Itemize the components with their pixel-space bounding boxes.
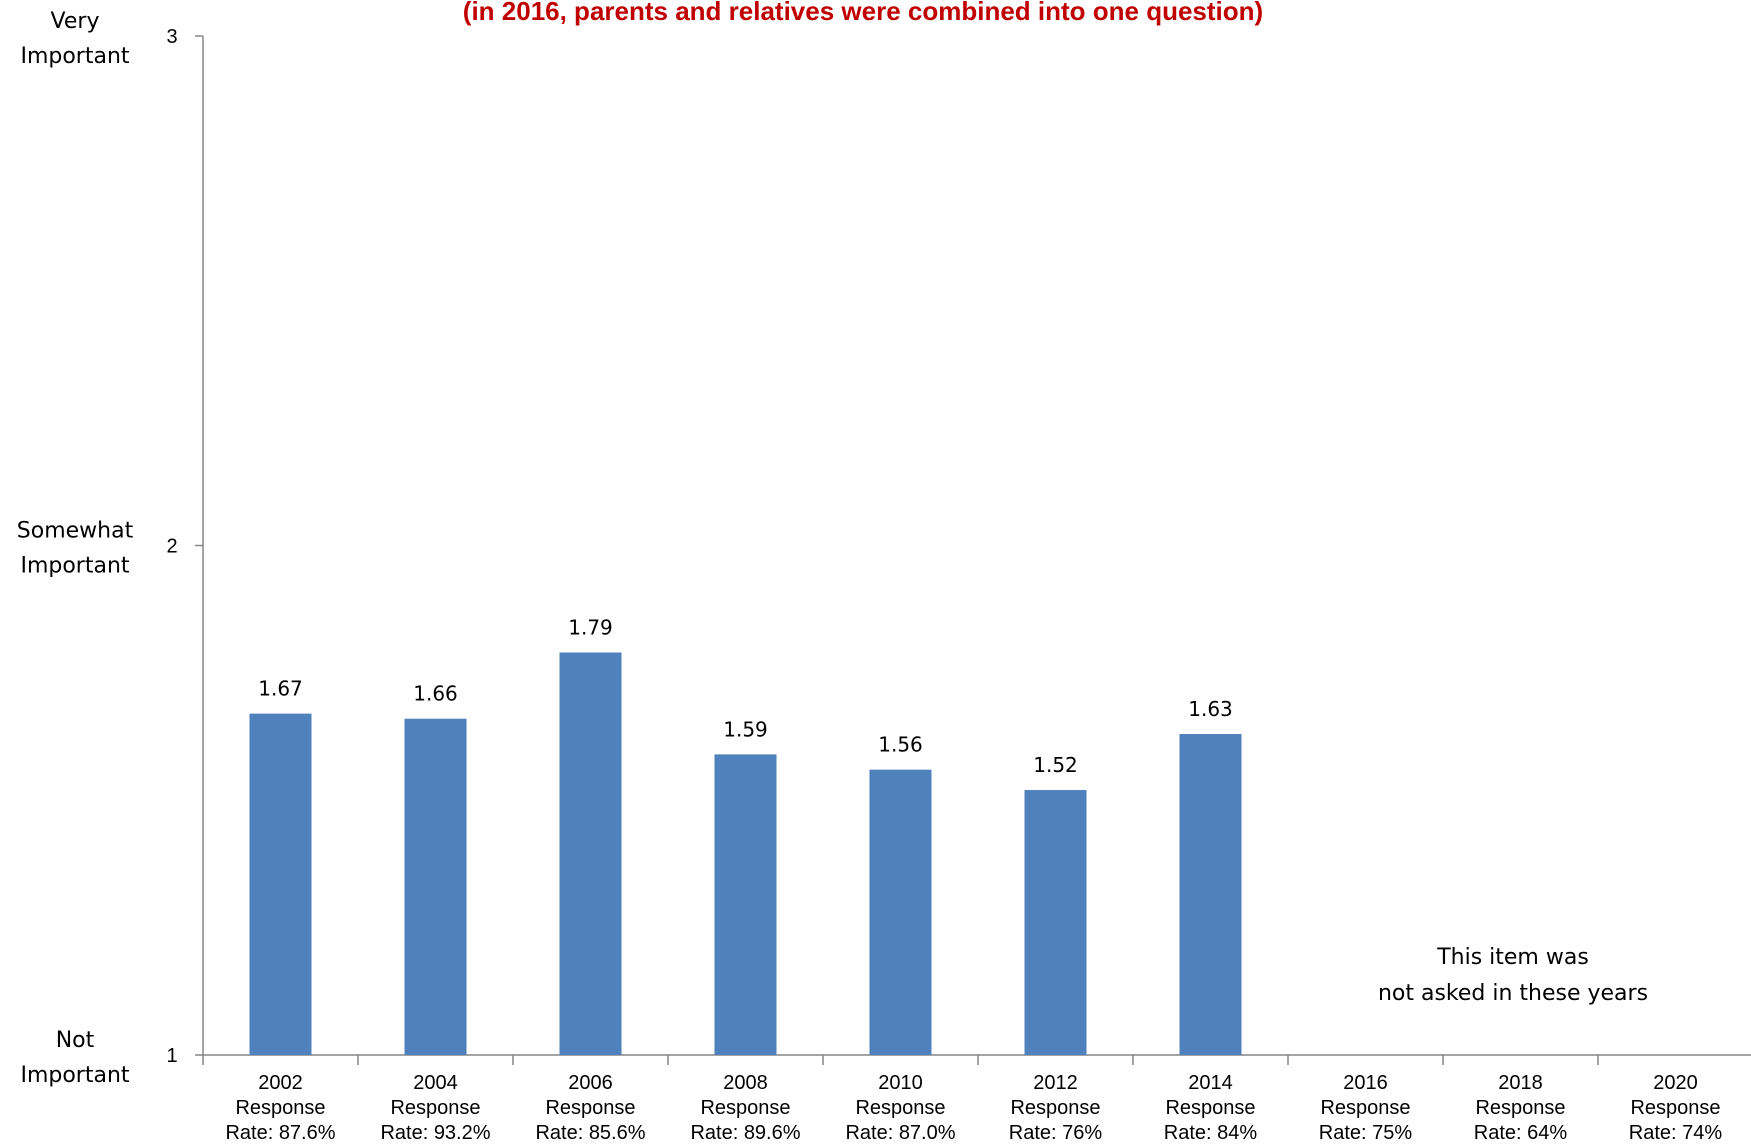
x-tick-label: 2006 [568, 1072, 613, 1094]
x-tick-label: 2014 [1188, 1072, 1233, 1094]
x-tick-sublabel: Rate: 75% [1319, 1122, 1413, 1144]
x-tick-sublabel: Rate: 76% [1009, 1122, 1103, 1144]
plot-area: 1 Not Important 2 Somewhat Important 3 Very Impo… [17, 9, 1751, 1144]
bar-2010 [870, 770, 932, 1055]
bar-2012 [1025, 790, 1087, 1055]
bar-2002 [250, 714, 312, 1055]
y-category-label: Important [20, 554, 129, 579]
data-label-2010: 1.56 [878, 733, 923, 757]
chart-subtitle: (in 2016, parents and relatives were com… [463, 0, 1263, 26]
x-tick-sublabel: Response [545, 1097, 635, 1119]
x-tick-sublabel: Rate: 85.6% [535, 1122, 645, 1144]
x-tick-sublabel: Response [1320, 1097, 1410, 1119]
bar-2008 [715, 754, 777, 1055]
x-tick-label: 2012 [1033, 1072, 1078, 1094]
y-category-label: Important [20, 44, 129, 69]
x-tick-sublabel: Rate: 64% [1474, 1122, 1568, 1144]
data-label-2006: 1.79 [568, 615, 613, 639]
data-label-2004: 1.66 [413, 682, 458, 706]
data-label-2008: 1.59 [723, 717, 768, 741]
bar-2014 [1180, 734, 1242, 1055]
y-tick-label: 3 [166, 26, 177, 48]
y-category-label: Very [51, 9, 100, 34]
data-label-2014: 1.63 [1188, 697, 1233, 721]
x-tick-sublabel: Response [855, 1097, 945, 1119]
data-label-2012: 1.52 [1033, 753, 1078, 777]
x-tick-sublabel: Rate: 84% [1164, 1122, 1258, 1144]
x-tick-label: 2018 [1498, 1072, 1543, 1094]
y-category-label: Somewhat [17, 519, 134, 544]
annotation-line: not asked in these years [1378, 981, 1648, 1006]
x-tick-sublabel: Response [1475, 1097, 1565, 1119]
x-tick-sublabel: Response [1165, 1097, 1255, 1119]
x-tick-sublabel: Rate: 89.6% [690, 1122, 800, 1144]
x-tick-label: 2008 [723, 1072, 768, 1094]
x-tick-label: 2010 [878, 1072, 923, 1094]
x-tick-sublabel: Response [1010, 1097, 1100, 1119]
y-tick-label: 1 [166, 1045, 177, 1067]
bar-2006 [560, 652, 622, 1055]
x-tick-sublabel: Rate: 74% [1629, 1122, 1723, 1144]
x-tick-sublabel: Rate: 93.2% [380, 1122, 490, 1144]
annotation-line: This item was [1436, 945, 1589, 970]
y-category-label: Not [56, 1028, 95, 1053]
x-tick-label: 2002 [258, 1072, 303, 1094]
x-tick-label: 2004 [413, 1072, 458, 1094]
x-tick-sublabel: Rate: 87.0% [845, 1122, 955, 1144]
data-label-2002: 1.67 [258, 677, 303, 701]
x-tick-label: 2016 [1343, 1072, 1388, 1094]
y-category-label: Important [20, 1063, 129, 1088]
x-tick-sublabel: Rate: 87.6% [225, 1122, 335, 1144]
bar-2004 [405, 719, 467, 1055]
y-tick-label: 2 [166, 536, 177, 558]
x-tick-sublabel: Response [700, 1097, 790, 1119]
x-tick-sublabel: Response [235, 1097, 325, 1119]
x-tick-label: 2020 [1653, 1072, 1698, 1094]
x-tick-sublabel: Response [390, 1097, 480, 1119]
x-tick-sublabel: Response [1630, 1097, 1720, 1119]
